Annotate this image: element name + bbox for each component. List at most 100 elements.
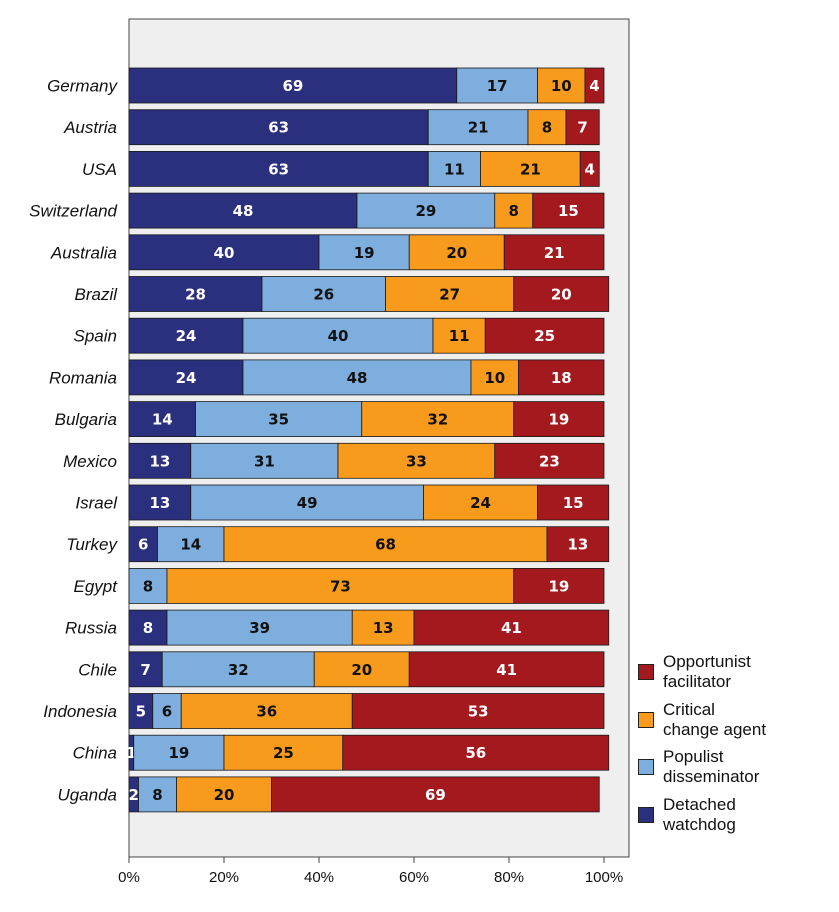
country-label: Romania <box>49 368 117 387</box>
bar-segment <box>413 609 610 646</box>
bar-segment <box>166 609 353 646</box>
bar-segment <box>537 67 586 104</box>
data-label: 19 <box>168 744 189 762</box>
data-label: 68 <box>375 536 396 554</box>
data-label: 48 <box>347 369 368 387</box>
data-label: 6 <box>138 536 148 554</box>
data-label: 19 <box>548 577 569 595</box>
data-label: 19 <box>354 244 375 262</box>
legend-swatch <box>638 759 654 775</box>
country-label: Egypt <box>74 577 119 596</box>
data-label: 40 <box>328 327 349 345</box>
country-label: Germany <box>47 77 118 96</box>
bar-segment <box>503 234 605 271</box>
legend-item: Opportunist facilitator <box>638 652 838 698</box>
data-label: 49 <box>297 494 318 512</box>
bar-segment <box>584 67 605 104</box>
data-label: 25 <box>534 327 555 345</box>
data-label: 63 <box>268 160 289 178</box>
legend-swatch <box>638 806 654 823</box>
bar-segment <box>261 276 386 312</box>
data-label: 19 <box>548 411 569 429</box>
data-label: 32 <box>228 661 249 679</box>
bar-segment <box>518 359 605 396</box>
bar-segment <box>337 442 496 479</box>
legend-label: Critical change agent <box>663 699 767 739</box>
data-label: 7 <box>577 119 587 137</box>
bar-segment <box>513 568 605 604</box>
legend-item: Detached watchdog <box>638 795 838 841</box>
data-label: 4 <box>589 77 599 95</box>
data-label: 73 <box>330 577 351 595</box>
x-axis: 0% 20% 40% 60% 80% 100% <box>118 857 623 886</box>
bar-segment <box>470 359 519 396</box>
country-label: Brazil <box>74 285 118 304</box>
bar-segment <box>128 568 168 604</box>
bar-segment <box>128 401 196 438</box>
country-label: Russia <box>65 619 117 638</box>
bar-segment <box>190 484 424 521</box>
x-tick-label: 40% <box>304 869 334 886</box>
data-label: 36 <box>256 703 277 721</box>
data-label: 2 <box>129 786 139 804</box>
bar-segment <box>427 150 481 187</box>
country-label: Switzerland <box>29 202 117 221</box>
bar-segment <box>128 317 244 354</box>
bar-segment <box>427 109 529 146</box>
data-label: 10 <box>484 369 505 387</box>
bar-segment <box>128 192 358 229</box>
data-label: 8 <box>542 119 552 137</box>
bar-segment <box>579 150 600 187</box>
x-tick-label: 80% <box>494 869 524 886</box>
data-label: 18 <box>551 369 572 387</box>
bar-segment <box>423 484 538 521</box>
data-label: 11 <box>444 160 465 178</box>
data-label: 69 <box>425 786 446 804</box>
legend-swatch <box>638 664 654 680</box>
country-label: Uganda <box>57 785 117 804</box>
data-label: 13 <box>149 452 170 470</box>
data-label: 15 <box>563 494 584 512</box>
data-label: 32 <box>427 411 448 429</box>
data-label: 39 <box>249 619 270 637</box>
bar-segment <box>195 401 363 438</box>
bar-segment <box>128 359 244 396</box>
bar-segment <box>513 276 610 312</box>
x-tick-label: 60% <box>399 869 429 886</box>
bar-segment <box>180 693 353 729</box>
bar-segment <box>484 317 605 354</box>
data-label: 63 <box>268 119 289 137</box>
bar-segment <box>133 734 225 771</box>
bar-segment <box>494 192 534 229</box>
data-label: 35 <box>268 411 289 429</box>
data-label: 28 <box>185 286 206 304</box>
bar-segment <box>161 651 315 688</box>
bar-segment <box>532 192 605 229</box>
bar-segment <box>128 276 263 312</box>
data-label: 8 <box>143 619 153 637</box>
bar-segment <box>351 693 605 729</box>
data-label: 8 <box>152 786 162 804</box>
data-label: 23 <box>539 452 560 470</box>
bar-segment <box>527 109 567 146</box>
data-label: 41 <box>496 661 517 679</box>
data-label: 33 <box>406 452 427 470</box>
legend-label: Populist disseminator <box>663 747 760 786</box>
data-label: 48 <box>233 202 254 220</box>
country-label: Bulgaria <box>55 410 117 429</box>
legend-item: Critical change agent <box>638 700 838 746</box>
legend-swatch <box>638 711 654 728</box>
bar-segment <box>176 776 272 813</box>
data-label: 31 <box>254 452 275 470</box>
data-label: 6 <box>162 703 172 721</box>
data-label: 11 <box>449 327 470 345</box>
legend-item: Populist disseminator <box>638 747 838 793</box>
bar-segment <box>313 651 410 688</box>
data-label: 69 <box>282 77 303 95</box>
data-label: 1 <box>126 744 136 762</box>
bar-segment <box>537 484 610 521</box>
data-label: 8 <box>143 577 153 595</box>
country-label: USA <box>82 160 117 179</box>
